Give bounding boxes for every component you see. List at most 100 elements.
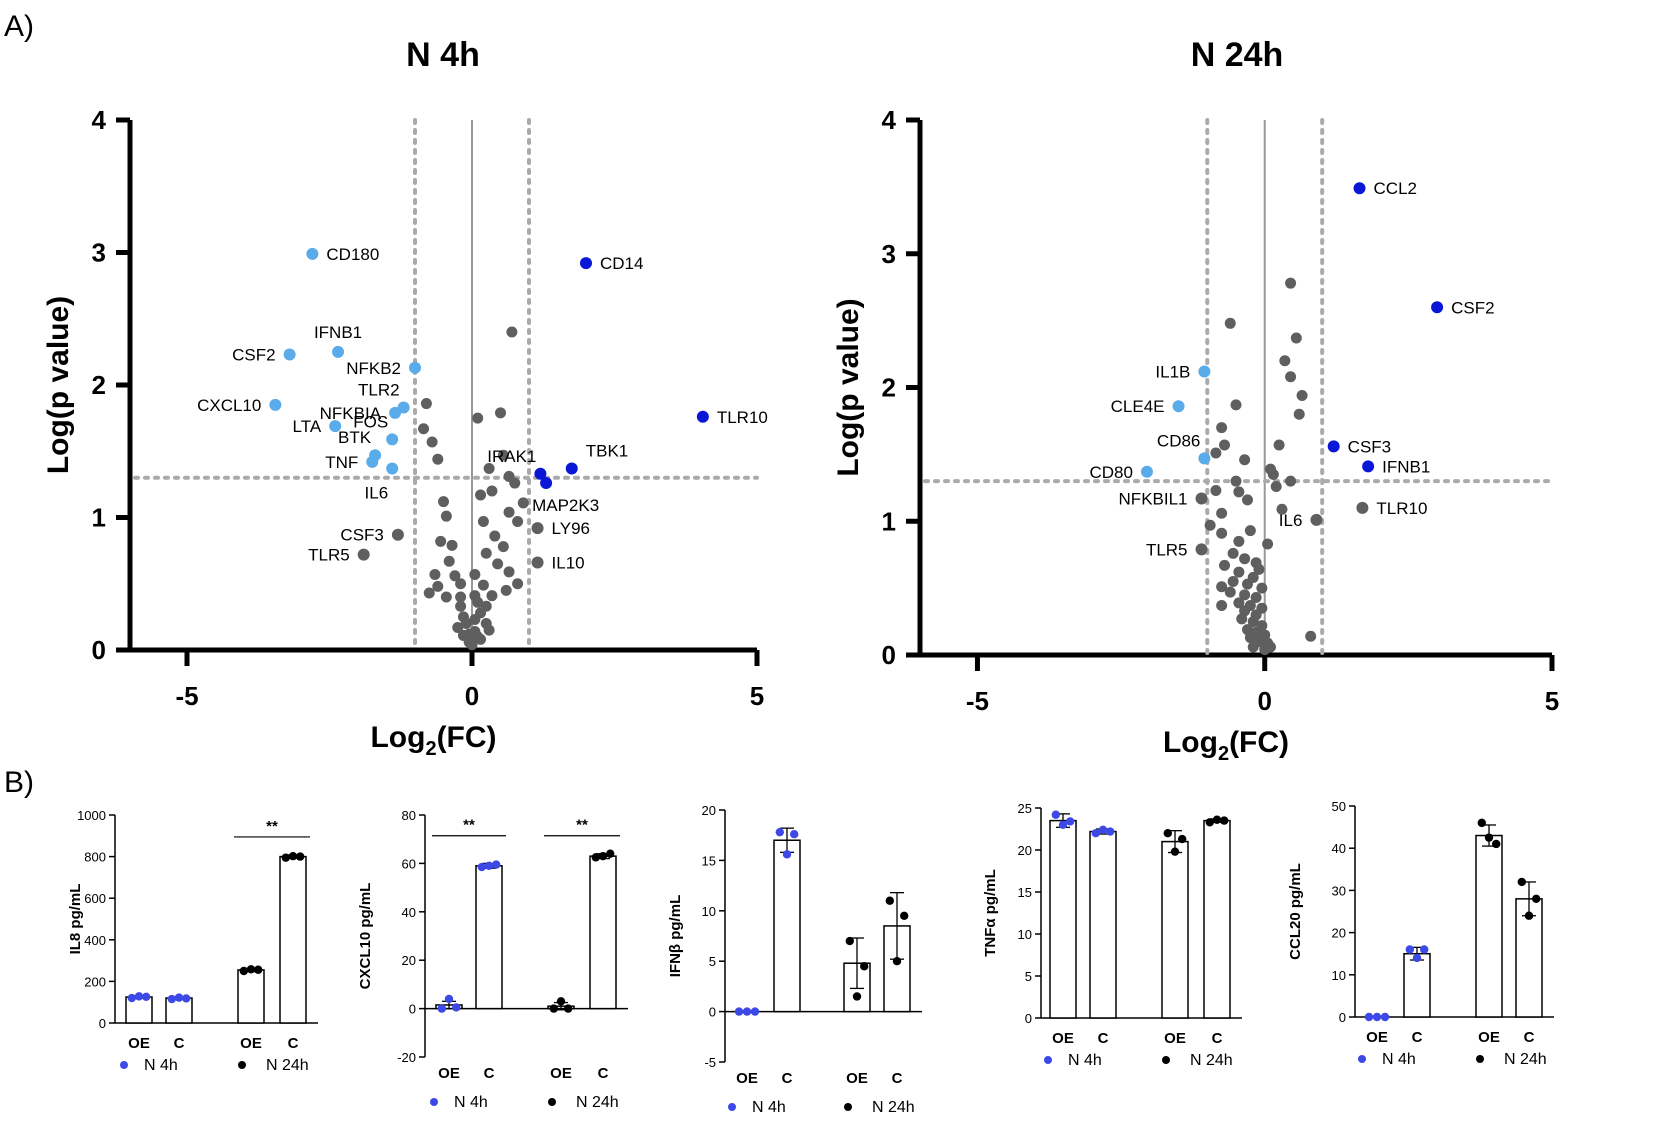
data-point — [1233, 535, 1245, 547]
replicate-point — [142, 992, 151, 1001]
data-point — [420, 398, 432, 410]
category-label: C — [1212, 1030, 1223, 1047]
data-point — [435, 535, 447, 547]
y-tick-label: 50 — [1332, 799, 1346, 814]
point-label-cd14: CD14 — [600, 254, 643, 273]
data-point — [443, 555, 455, 567]
data-point — [440, 591, 452, 603]
replicate-point — [484, 861, 494, 871]
x-axis-label: Log2(FC) — [1163, 726, 1289, 765]
point-label-il6: IL6 — [365, 483, 389, 502]
category-label: C — [598, 1065, 609, 1082]
data-point-tbk1 — [565, 462, 578, 475]
y-tick-label: 0 — [709, 1005, 716, 1020]
legend-marker-n24h — [238, 1061, 246, 1069]
legend-label-n24h: N 24h — [1504, 1051, 1547, 1068]
replicate-point — [591, 853, 600, 862]
point-label-nfkbia: NFKBIA — [320, 404, 382, 423]
data-point — [1273, 439, 1285, 451]
y-tick-label: 20 — [1332, 926, 1346, 941]
y-axis-label: Log(p value) — [832, 298, 865, 476]
data-point — [495, 407, 506, 419]
category-label: C — [288, 1035, 299, 1052]
x-axis-label-tail: (FC) — [437, 721, 497, 754]
legend-label-n4h: N 4h — [752, 1099, 786, 1116]
replicate-point — [845, 936, 854, 946]
replicate-point — [437, 1004, 446, 1013]
replicate-point — [549, 1004, 558, 1013]
data-point — [1230, 475, 1242, 487]
replicate-point — [477, 862, 486, 872]
data-point-il6 — [1310, 513, 1323, 526]
x-axis-label-tail: (FC) — [1229, 726, 1289, 759]
point-label-tlr2: TLR2 — [358, 381, 400, 400]
y-tick-label: 400 — [84, 933, 106, 948]
category-label: OE — [128, 1035, 150, 1052]
y-tick-label: 2 — [92, 370, 106, 400]
data-point — [1227, 547, 1239, 559]
replicate-point — [127, 993, 136, 1003]
y-tick-label: 0 — [409, 1002, 416, 1017]
replicate-point — [1106, 827, 1115, 836]
legend-marker-n4h — [1358, 1055, 1366, 1063]
data-point — [426, 436, 438, 448]
bar — [125, 996, 153, 1024]
replicate-point — [852, 992, 862, 1001]
data-point-tnf — [366, 455, 379, 468]
data-point — [1233, 597, 1245, 609]
data-point — [1216, 581, 1228, 593]
point-label-csf3: CSF3 — [340, 526, 383, 545]
y-tick-label: 0 — [882, 640, 896, 670]
data-point — [1210, 447, 1222, 459]
y-tick-label: 3 — [92, 238, 106, 268]
data-point — [452, 621, 464, 633]
replicate-point — [246, 965, 256, 974]
point-label-ccl2: CCL2 — [1374, 179, 1417, 198]
data-point-nfkbia — [389, 406, 402, 419]
replicate-point — [1051, 810, 1061, 819]
data-point — [1305, 630, 1317, 642]
replicate-point — [1178, 834, 1187, 844]
data-point — [1239, 553, 1251, 565]
y-tick-label: 1 — [92, 503, 106, 533]
data-point — [492, 558, 504, 570]
data-point — [438, 496, 449, 508]
replicate-point — [1066, 817, 1075, 826]
y-tick-label: 2 — [882, 373, 896, 403]
replicate-point — [167, 994, 176, 1004]
category-label: C — [484, 1065, 495, 1082]
replicate-point — [1412, 953, 1422, 963]
category-label: OE — [550, 1065, 572, 1082]
data-point — [512, 515, 524, 527]
category-label: OE — [438, 1065, 460, 1082]
bar — [279, 855, 307, 1024]
replicate-point — [1484, 833, 1494, 842]
data-point — [483, 624, 495, 636]
data-point — [512, 578, 524, 590]
y-tick-label: 40 — [1332, 841, 1346, 856]
data-point — [1233, 566, 1245, 578]
replicate-point — [1364, 1012, 1374, 1022]
data-point — [432, 453, 444, 465]
y-tick-label: 5 — [709, 954, 716, 969]
y-tick-label: 0 — [1339, 1010, 1346, 1025]
data-point-cd14 — [580, 257, 592, 270]
data-point — [1256, 582, 1268, 594]
legend-marker-n24h — [844, 1103, 852, 1111]
bar — [589, 855, 617, 1010]
replicate-point — [1205, 818, 1215, 827]
y-tick-label: 3 — [882, 239, 896, 269]
y-axis-label: IL8 pg/mL — [67, 884, 84, 955]
bar-chart-ifnb: -5 0 5 10 15 20 IFNβ pg/mL OE C OE C N 4h N 24h — [667, 803, 922, 1116]
point-label-ly96: LY96 — [552, 519, 590, 538]
data-point — [1250, 591, 1262, 603]
y-axis-label: CXCL10 pg/mL — [357, 883, 374, 990]
data-point — [1279, 355, 1291, 367]
point-label-tbk1: TBK1 — [586, 441, 629, 460]
replicate-point — [1220, 816, 1229, 825]
data-point — [466, 639, 478, 651]
y-tick-label: 0 — [99, 1016, 106, 1031]
y-tick-label: 30 — [1332, 883, 1346, 898]
legend-marker-n24h — [1476, 1055, 1484, 1063]
replicate-point — [860, 962, 869, 971]
